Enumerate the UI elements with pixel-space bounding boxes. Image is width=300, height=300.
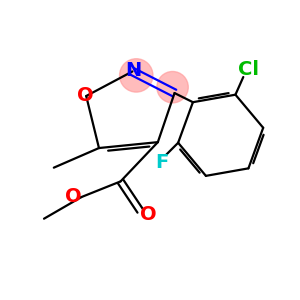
Text: F: F	[155, 153, 168, 172]
Text: N: N	[125, 61, 141, 80]
Text: O: O	[140, 205, 156, 224]
Text: Cl: Cl	[238, 60, 259, 79]
Circle shape	[157, 71, 188, 103]
Circle shape	[120, 59, 153, 92]
Text: O: O	[65, 187, 82, 206]
Text: O: O	[77, 85, 94, 104]
